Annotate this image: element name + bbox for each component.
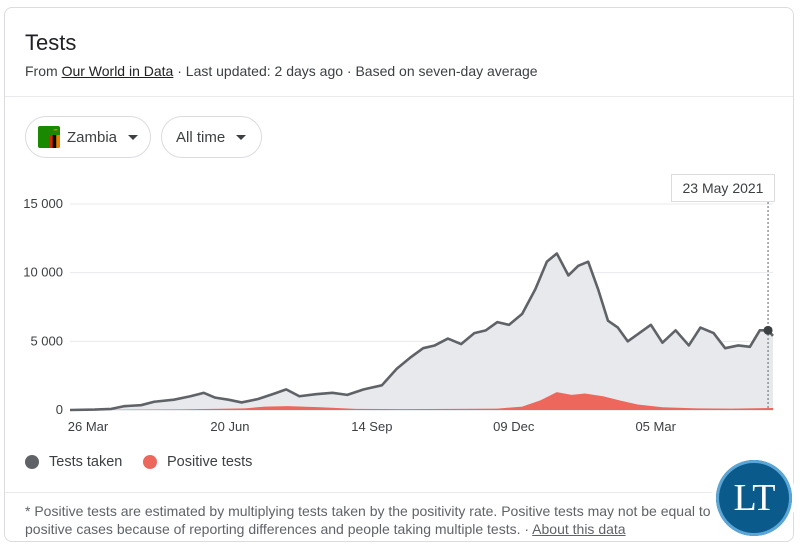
tests-taken-line <box>69 252 774 412</box>
country-label: Zambia <box>67 128 118 146</box>
lusaka-times-logo: LT <box>712 456 796 540</box>
hover-point <box>763 325 773 335</box>
legend-swatch-tests <box>25 455 39 469</box>
card-title: Tests <box>25 30 77 55</box>
positive-tests-area <box>70 392 773 410</box>
tests-chart[interactable]: 15 000 10 000 5 000 0 26 Mar 20 Jun 14 Sep 09 D… <box>5 168 794 443</box>
x-tick-label: 14 Sep <box>351 419 392 434</box>
footnote-text: * Positive tests are estimated by multip… <box>25 503 711 537</box>
footer-divider <box>5 492 793 493</box>
from-label: From <box>25 63 58 79</box>
tooltip-date: 23 May 2021 <box>682 180 764 196</box>
source-link[interactable]: Our World in Data <box>61 63 174 79</box>
legend-item-positive[interactable]: Positive tests <box>143 454 252 470</box>
legend-item-tests[interactable]: Tests taken <box>25 454 122 470</box>
footnote: * Positive tests are estimated by multip… <box>25 502 745 538</box>
chevron-down-icon <box>236 134 247 140</box>
card-subtitle: From Our World in Data · Last updated: 2… <box>25 63 538 79</box>
y-tick-label: 5 000 <box>30 333 63 348</box>
x-tick-label: 26 Mar <box>68 419 109 434</box>
x-tick-label: 05 Mar <box>635 419 676 434</box>
header-divider <box>5 96 793 97</box>
y-tick-label: 10 000 <box>23 265 63 280</box>
y-tick-label: 0 <box>56 402 63 417</box>
x-tick-label: 09 Dec <box>493 419 535 434</box>
about-data-link[interactable]: About this data <box>532 521 626 537</box>
logo-text: LT <box>716 460 792 536</box>
legend-label-positive: Positive tests <box>167 454 253 470</box>
x-tick-label: 20 Jun <box>210 419 249 434</box>
legend-label-tests: Tests taken <box>49 454 123 470</box>
tests-area <box>70 253 773 410</box>
time-range-label: All time <box>176 128 226 146</box>
hover-tooltip: 23 May 2021 <box>671 174 775 202</box>
legend-swatch-positive <box>143 455 157 469</box>
country-select[interactable]: Zambia <box>25 116 151 158</box>
update-meta: · Last updated: 2 days ago · Based on se… <box>177 63 538 79</box>
y-tick-label: 15 000 <box>23 196 63 211</box>
tests-card: Tests From Our World in Data · Last upda… <box>4 7 794 542</box>
time-range-select[interactable]: All time <box>161 116 262 158</box>
zambia-flag-icon <box>38 126 60 148</box>
chevron-down-icon <box>128 134 139 140</box>
